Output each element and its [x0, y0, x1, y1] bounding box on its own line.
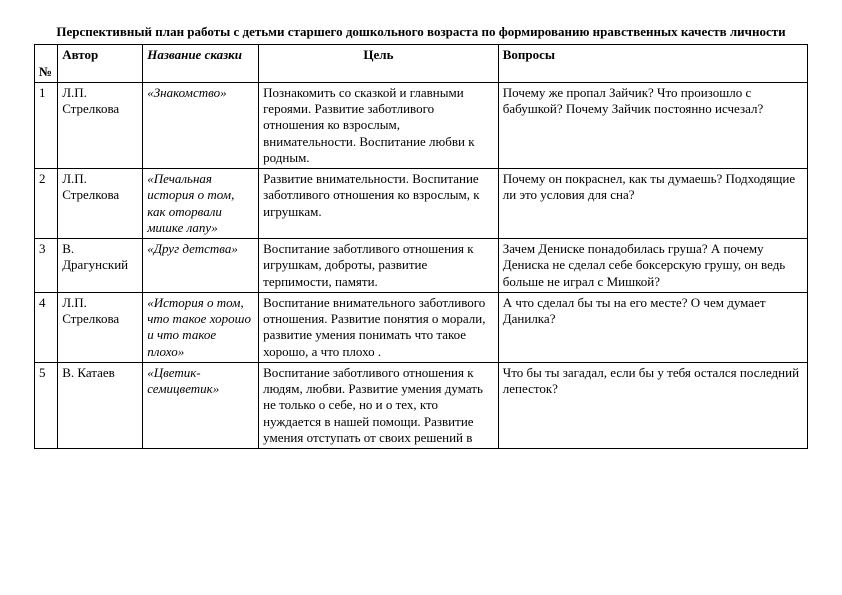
cell-author: Л.П. Стрелкова — [58, 292, 143, 362]
cell-num: 2 — [35, 169, 58, 239]
cell-num: 1 — [35, 82, 58, 168]
header-goal: Цель — [259, 45, 499, 83]
cell-goal: Воспитание заботливого отношения к людям… — [259, 362, 499, 448]
cell-num: 4 — [35, 292, 58, 362]
table-body: 1 Л.П. Стрелкова «Знакомство» Познакомит… — [35, 82, 808, 448]
plan-table: № Автор Название сказки Цель Вопросы 1 Л… — [34, 44, 808, 449]
cell-story-title: «История о том, что такое хорошо и что т… — [143, 292, 259, 362]
header-questions: Вопросы — [498, 45, 807, 83]
header-author: Автор — [58, 45, 143, 83]
table-row: 4 Л.П. Стрелкова «История о том, что так… — [35, 292, 808, 362]
header-story-title: Название сказки — [143, 45, 259, 83]
cell-story-title: «Друг детства» — [143, 239, 259, 293]
cell-story-title: «Цветик-семицветик» — [143, 362, 259, 448]
cell-questions: А что сделал бы ты на его месте? О чем д… — [498, 292, 807, 362]
page-title: Перспективный план работы с детьми старш… — [34, 24, 808, 40]
cell-num: 3 — [35, 239, 58, 293]
cell-story-title: «Печальная история о том, как оторвали м… — [143, 169, 259, 239]
table-row: 2 Л.П. Стрелкова «Печальная история о то… — [35, 169, 808, 239]
cell-author: В. Драгунский — [58, 239, 143, 293]
table-row: 1 Л.П. Стрелкова «Знакомство» Познакомит… — [35, 82, 808, 168]
cell-questions: Что бы ты загадал, если бы у тебя осталс… — [498, 362, 807, 448]
cell-author: В. Катаев — [58, 362, 143, 448]
cell-goal: Развитие внимательности. Воспитание забо… — [259, 169, 499, 239]
cell-story-title: «Знакомство» — [143, 82, 259, 168]
cell-questions: Почему он покраснел, как ты думаешь? Под… — [498, 169, 807, 239]
table-row: 5 В. Катаев «Цветик-семицветик» Воспитан… — [35, 362, 808, 448]
cell-questions: Почему же пропал Зайчик? Что произошло с… — [498, 82, 807, 168]
cell-num: 5 — [35, 362, 58, 448]
header-num: № — [35, 45, 58, 83]
cell-author: Л.П. Стрелкова — [58, 82, 143, 168]
cell-goal: Воспитание заботливого отношения к игруш… — [259, 239, 499, 293]
table-row: 3 В. Драгунский «Друг детства» Воспитани… — [35, 239, 808, 293]
cell-goal: Познакомить со сказкой и главными героям… — [259, 82, 499, 168]
cell-questions: Зачем Дениске понадобилась груша? А поче… — [498, 239, 807, 293]
cell-goal: Воспитание внимательного заботливого отн… — [259, 292, 499, 362]
table-header-row: № Автор Название сказки Цель Вопросы — [35, 45, 808, 83]
cell-author: Л.П. Стрелкова — [58, 169, 143, 239]
